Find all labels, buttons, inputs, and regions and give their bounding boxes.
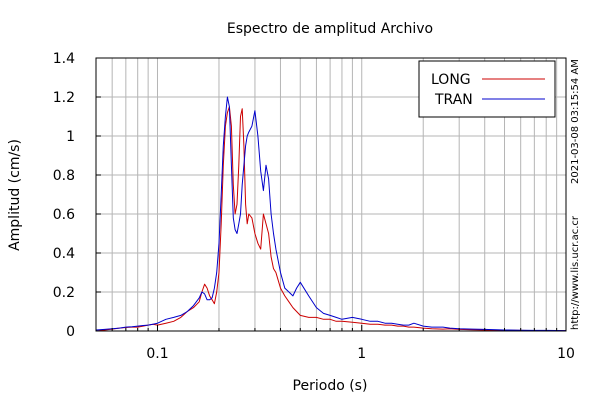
y-tick-label: 1.2	[53, 90, 75, 106]
legend-box	[418, 60, 556, 118]
x-tick-label: 1	[357, 346, 366, 362]
x-tick-label: 0.1	[146, 346, 168, 362]
chart-title: Espectro de amplitud Archivo	[227, 21, 433, 37]
y-axis-label: Amplitud (cm/s)	[7, 139, 23, 251]
source-url-label: http://www.lis.ucr.ac.cr	[570, 216, 581, 330]
tick-labels: 0.1 1 10 0 0.2 0.4 0.6 0.8 1 1.2 1.4	[53, 51, 575, 362]
y-tick-label: 0.8	[53, 168, 75, 184]
y-tick-label: 0.2	[53, 285, 75, 301]
x-axis-label: Periodo (s)	[293, 378, 368, 394]
plot-frame	[95, 57, 567, 332]
y-tick-label: 1	[66, 129, 75, 145]
y-tick-label: 1.4	[53, 51, 75, 67]
series-line-tran	[95, 96, 567, 332]
grid	[95, 57, 566, 332]
y-tick-label: 0.6	[53, 207, 75, 223]
y-tick-label: 0.4	[53, 246, 75, 262]
legend-label-long: LONG	[431, 72, 471, 88]
x-tick-label: 10	[557, 346, 575, 362]
series-layer	[95, 96, 567, 332]
ticks	[95, 57, 558, 332]
legend-label-tran: TRAN	[434, 92, 473, 108]
y-tick-label: 0	[66, 324, 75, 340]
timestamp-label: 2021-03-08 03:15:54 AM	[570, 59, 581, 184]
legend: LONG TRAN	[418, 60, 556, 118]
